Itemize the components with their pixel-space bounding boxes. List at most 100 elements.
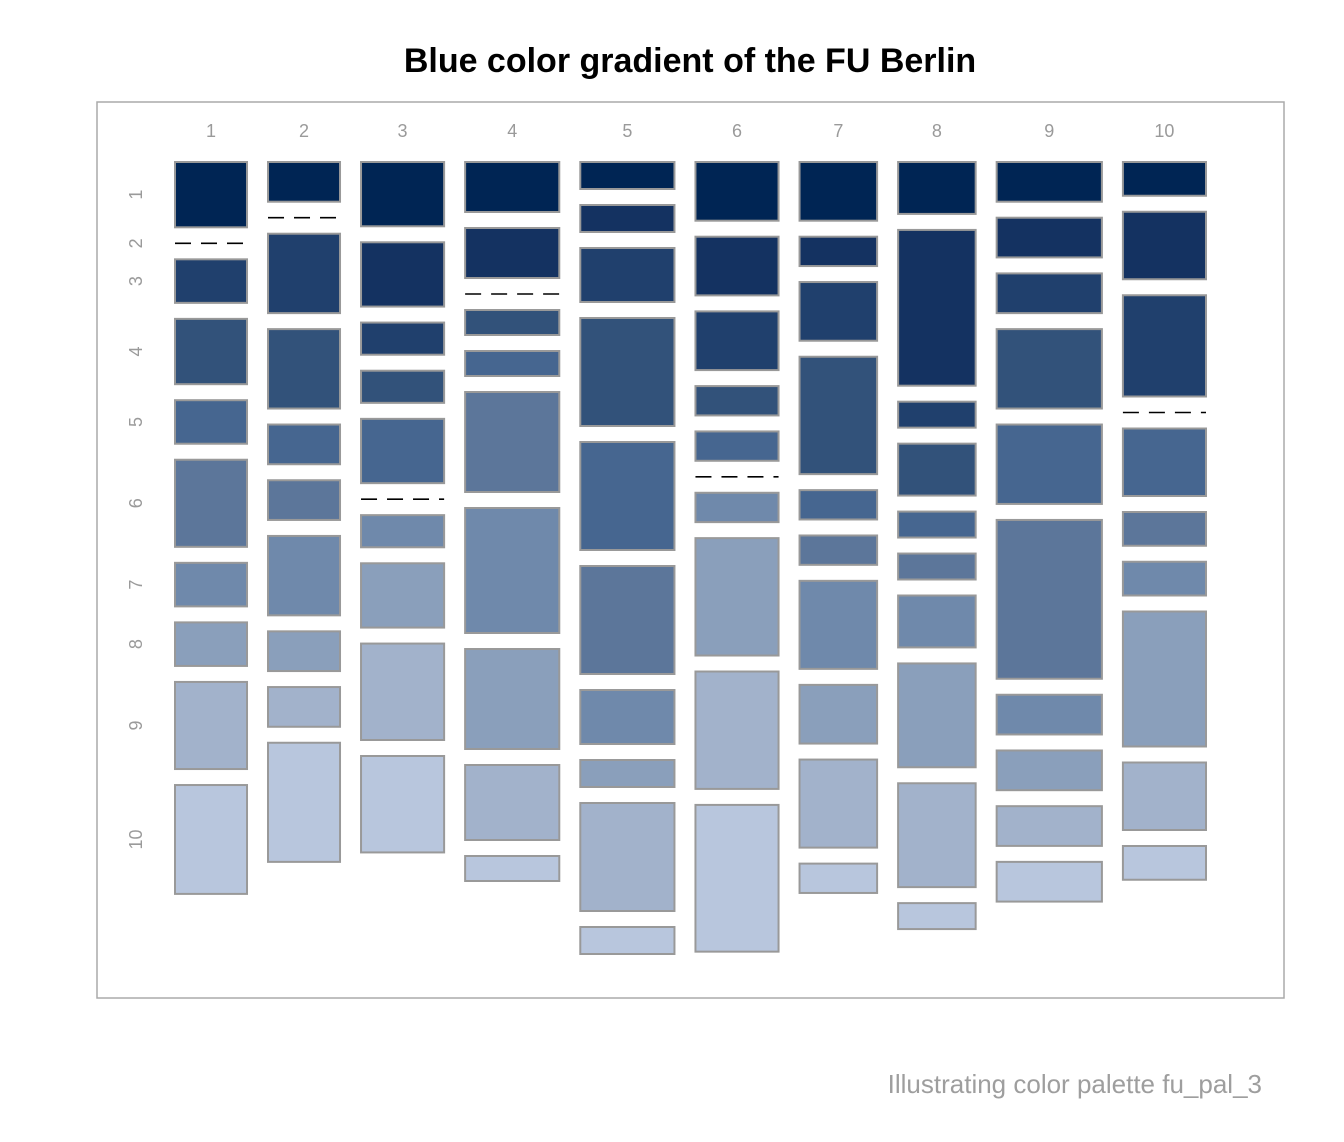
mosaic-cell-x1-y3 — [174, 258, 249, 304]
mosaic-cell-x1-y5 — [174, 399, 249, 445]
mosaic-cell-x4-y4 — [464, 309, 561, 336]
mosaic-cell-x6-y5 — [694, 430, 780, 462]
mosaic-cell-x2-y6 — [267, 479, 342, 521]
mosaic-cell-x3-y4 — [360, 369, 446, 404]
mosaic-cell-x1-y4 — [174, 317, 249, 386]
mosaic-cell-x7-y6 — [798, 534, 879, 566]
mosaic-cell-x5-y9 — [579, 802, 676, 912]
x-tick-label: 8 — [932, 121, 942, 141]
mosaic-cell-x10-y9 — [1121, 761, 1208, 831]
mosaic-cell-x5-y2 — [579, 204, 676, 233]
mosaic-cell-x6-y10 — [694, 803, 780, 953]
mosaic-cell-x10-y1 — [1121, 161, 1208, 197]
mosaic-cell-x8-y5 — [897, 510, 977, 539]
mosaic-cell-x5-y7 — [579, 689, 676, 745]
mosaic-cell-x4-y2 — [464, 227, 561, 279]
mosaic-cell-x10-y2 — [1121, 210, 1208, 281]
x-tick-label: 10 — [1154, 121, 1174, 141]
mosaic-cell-x10-y3 — [1121, 294, 1208, 398]
mosaic-cell-x8-y9 — [897, 782, 977, 889]
mosaic-cell-x7-y5 — [798, 489, 879, 521]
mosaic-cell-x4-y6 — [464, 391, 561, 493]
mosaic-cell-x8-y4 — [897, 442, 977, 497]
y-tick-label: 10 — [126, 829, 146, 849]
mosaic-cell-x3-y5 — [360, 417, 446, 485]
mosaic-cell-x2-y4 — [267, 328, 342, 410]
mosaic-cell-x7-y10 — [798, 862, 879, 894]
mosaic-cell-x10-y6 — [1121, 511, 1208, 547]
mosaic-cell-x7-y4 — [798, 355, 879, 476]
mosaic-cell-x8-y2 — [897, 228, 977, 387]
mosaic-cell-x7-y7 — [798, 579, 879, 670]
x-tick-label: 9 — [1044, 121, 1054, 141]
mosaic-cell-x6-y9 — [694, 670, 780, 790]
mosaic-cell-x8-y3 — [897, 400, 977, 429]
mosaic-cell-x2-y5 — [267, 423, 342, 466]
mosaic-cell-x8-y10 — [897, 902, 977, 931]
mosaic-cell-x6-y3 — [694, 310, 780, 372]
x-tick-label: 2 — [299, 121, 309, 141]
mosaic-cell-x6-y4 — [694, 385, 780, 417]
mosaic-cell-x5-y3 — [579, 247, 676, 303]
y-tick-label: 2 — [126, 238, 146, 248]
mosaic-cell-x7-y8 — [798, 683, 879, 745]
x-tick-label: 1 — [206, 121, 216, 141]
mosaic-cell-x9-y9 — [995, 805, 1103, 847]
mosaic-cell-x8-y1 — [897, 161, 977, 215]
y-tick-label: 8 — [126, 639, 146, 649]
mosaic-cell-x6-y8 — [694, 537, 780, 657]
mosaic-cell-x4-y9 — [464, 764, 561, 841]
x-tick-labels: 1 2 3 4 5 6 7 8 9 10 — [206, 121, 1174, 141]
plot-frame — [96, 101, 1285, 999]
mosaic-cell-x10-y10 — [1121, 845, 1208, 881]
mosaic-cell-x9-y7 — [995, 693, 1103, 736]
y-tick-label: 9 — [126, 720, 146, 730]
mosaic-cell-x9-y10 — [995, 860, 1103, 903]
mosaic-cell-x3-y1 — [360, 161, 446, 228]
mosaic-cell-x4-y1 — [464, 161, 561, 213]
mosaic-cell-x5-y5 — [579, 441, 676, 551]
chart-caption: Illustrating color palette fu_pal_3 — [888, 1069, 1262, 1099]
mosaic-cell-x3-y9 — [360, 642, 446, 742]
mosaic-cell-x9-y5 — [995, 423, 1103, 505]
mosaic-cell-x2-y9 — [267, 686, 342, 728]
y-tick-label: 7 — [126, 580, 146, 590]
mosaic-cell-x4-y7 — [464, 507, 561, 634]
mosaic-cell-x7-y9 — [798, 758, 879, 849]
y-tick-label: 4 — [126, 347, 146, 357]
mosaic-cell-x8-y7 — [897, 594, 977, 649]
mosaic-cell-x2-y1 — [267, 161, 342, 203]
mosaic-cell-x8-y6 — [897, 552, 977, 581]
x-tick-label: 6 — [732, 121, 742, 141]
mosaic-cell-x2-y3 — [267, 232, 342, 315]
mosaic-cell-x9-y1 — [995, 161, 1103, 203]
mosaic-cell-x5-y4 — [579, 317, 676, 427]
mosaic-cell-x10-y5 — [1121, 427, 1208, 497]
mosaic-cell-x5-y6 — [579, 565, 676, 675]
y-tick-label: 1 — [126, 190, 146, 200]
mosaic-cell-x7-y2 — [798, 235, 879, 268]
x-tick-label: 7 — [833, 121, 843, 141]
mosaic-cell-x1-y6 — [174, 458, 249, 548]
mosaic-cell-x2-y10 — [267, 741, 342, 863]
mosaic-cell-x1-y1 — [174, 161, 249, 229]
x-tick-label: 3 — [398, 121, 408, 141]
y-tick-label: 6 — [126, 498, 146, 508]
mosaic-cell-x9-y3 — [995, 272, 1103, 315]
mosaic-cell-x4-y5 — [464, 350, 561, 377]
mosaic-cell-x5-y1 — [579, 161, 676, 190]
y-tick-labels: 1 2 3 4 5 6 7 8 9 10 — [126, 190, 146, 850]
mosaic-cell-x1-y7 — [174, 561, 249, 608]
y-tick-label: 5 — [126, 417, 146, 427]
mosaic-cell-x5-y8 — [579, 759, 676, 788]
mosaic-cell-x3-y2 — [360, 241, 446, 308]
mosaic-cell-x10-y7 — [1121, 560, 1208, 597]
x-tick-label: 4 — [507, 121, 517, 141]
mosaic-cell-x3-y7 — [360, 514, 446, 549]
mosaic-cell-x8-y8 — [897, 662, 977, 769]
mosaic-cell-x7-y3 — [798, 281, 879, 342]
x-tick-label: 5 — [622, 121, 632, 141]
mosaic-cell-x1-y8 — [174, 621, 249, 667]
mosaic-cell-x9-y8 — [995, 749, 1103, 792]
